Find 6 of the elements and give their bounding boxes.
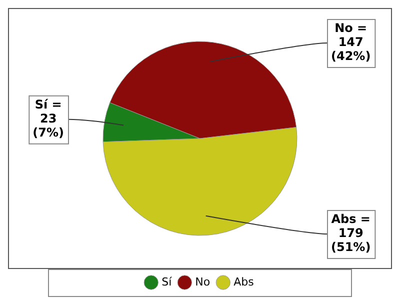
data-label: No = 147 (42%) <box>330 21 371 64</box>
legend-label: No <box>195 275 210 288</box>
data-label: Sí = 23 (7%) <box>32 97 64 140</box>
data-label: Abs = 179 (51%) <box>330 212 371 254</box>
legend-label: Abs <box>234 275 254 288</box>
legend-label: Sí <box>162 275 173 288</box>
